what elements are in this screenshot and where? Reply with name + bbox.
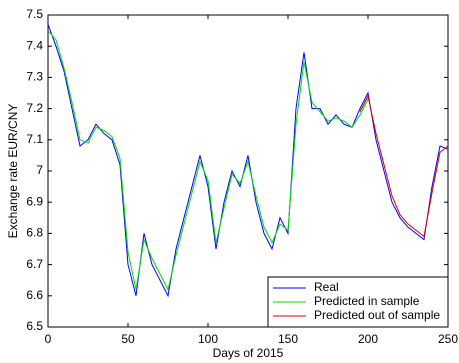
legend-label: Real [314, 280, 339, 294]
x-tick-label: 150 [278, 332, 298, 346]
legend-label: Predicted out of sample [314, 308, 440, 322]
x-tick-label: 100 [198, 332, 218, 346]
y-tick-label: 6.5 [26, 319, 43, 333]
series-line [47, 30, 369, 292]
y-tick-label: 6.8 [26, 226, 43, 240]
y-tick-label: 7.4 [26, 38, 43, 52]
x-axis-label: Days of 2015 [213, 346, 284, 360]
x-tick-label: 200 [358, 332, 378, 346]
y-tick-label: 7 [36, 163, 43, 177]
x-tick-label: 250 [438, 332, 458, 346]
series-line [359, 94, 449, 238]
y-axis-label: Exchange rate EUR/CNY [6, 104, 20, 239]
y-tick-label: 6.7 [26, 257, 43, 271]
legend-box [267, 276, 449, 328]
x-tick-label: 50 [121, 332, 135, 346]
y-tick-label: 6.9 [26, 194, 43, 208]
y-tick-label: 7.5 [26, 7, 43, 21]
legend-label: Predicted in sample [314, 294, 420, 308]
x-tick-label: 0 [45, 332, 52, 346]
series-line [47, 24, 449, 298]
y-tick-label: 6.6 [26, 288, 43, 302]
y-tick-label: 7.1 [26, 132, 43, 146]
y-tick-label: 7.2 [26, 101, 43, 115]
y-tick-label: 7.3 [26, 70, 43, 84]
